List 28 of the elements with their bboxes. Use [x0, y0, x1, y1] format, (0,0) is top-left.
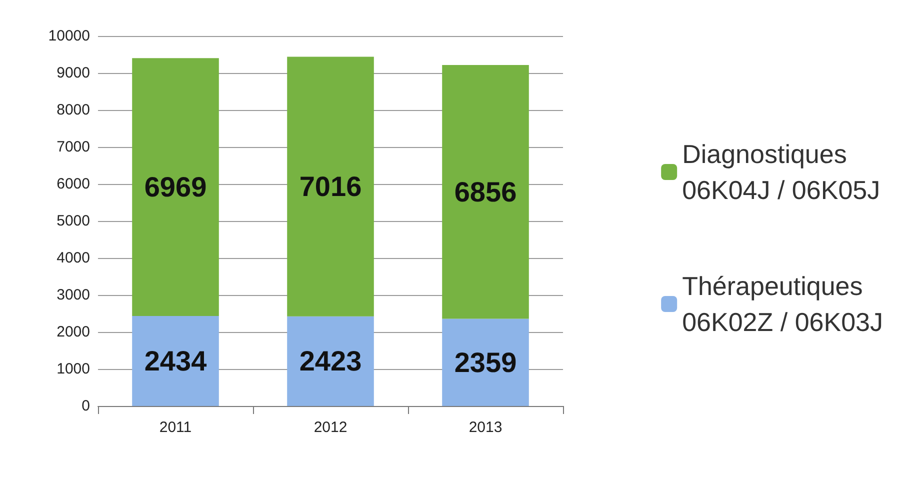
- data-label: 2434: [144, 345, 208, 376]
- legend-label: Thérapeutiques 06K02Z / 06K03J: [682, 271, 884, 337]
- y-tick-label: 10000: [48, 28, 90, 44]
- data-label: 6969: [144, 172, 207, 203]
- bar: [132, 316, 219, 406]
- y-tick-label: 3000: [56, 286, 90, 304]
- x-tick-label: 2011: [159, 419, 192, 436]
- legend-label: Diagnostiques 06K04J / 06K05J: [682, 139, 880, 205]
- x-tick-label: 2012: [314, 419, 348, 436]
- bar: [442, 65, 529, 319]
- data-label: 2359: [454, 346, 517, 378]
- data-label: 2423: [299, 346, 362, 377]
- y-tick-label: 6000: [56, 176, 90, 192]
- y-tick-label: 8000: [56, 102, 90, 118]
- bar: [287, 56, 374, 316]
- y-tick-label: 2000: [56, 324, 90, 340]
- bar: [287, 316, 374, 406]
- y-tick-label: 0: [82, 398, 90, 414]
- y-tick-label: 4000: [56, 250, 90, 266]
- y-tick-label: 7000: [56, 138, 90, 156]
- y-tick-label: 5000: [56, 212, 90, 230]
- data-label: 7016: [299, 171, 362, 202]
- y-tick-label: 1000: [56, 360, 90, 378]
- bar: [442, 318, 529, 406]
- bar: [132, 58, 219, 316]
- data-label: 6856: [454, 176, 517, 208]
- y-tick-label: 9000: [56, 64, 90, 82]
- x-tick-label: 2013: [468, 419, 502, 436]
